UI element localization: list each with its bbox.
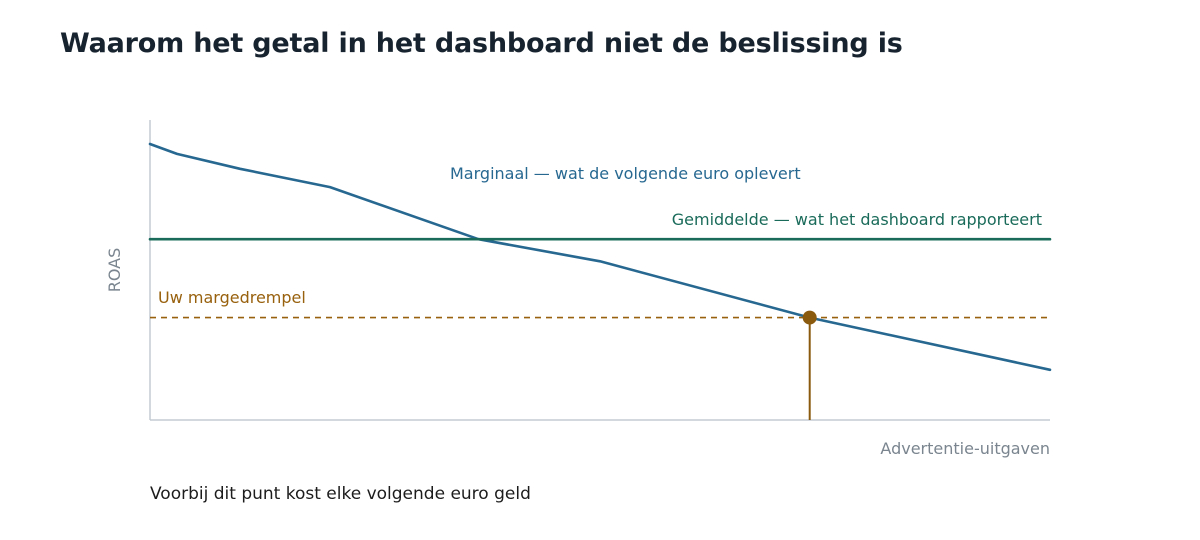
- page-title: Waarom het getal in het dashboard niet d…: [60, 28, 903, 59]
- marginal-line: [148, 142, 1052, 372]
- threshold-intersection-point: [802, 310, 817, 325]
- threshold-marker: [802, 310, 817, 420]
- x-axis-label: Advertentie-uitgaven: [880, 439, 1050, 458]
- threshold-line-label: Uw margedrempel: [158, 288, 306, 307]
- series-lines: [148, 142, 1052, 372]
- series-labels: Marginaal — wat de volgende euro oplever…: [158, 164, 1042, 307]
- axes: Advertentie-uitgaven ROAS: [105, 120, 1050, 458]
- average-line-label: Gemiddelde — wat het dashboard rapportee…: [672, 210, 1042, 229]
- marginal-line-label: Marginaal — wat de volgende euro oplever…: [450, 164, 801, 183]
- caption-text: Voorbij dit punt kost elke volgende euro…: [150, 484, 531, 504]
- y-axis-label: ROAS: [105, 248, 124, 293]
